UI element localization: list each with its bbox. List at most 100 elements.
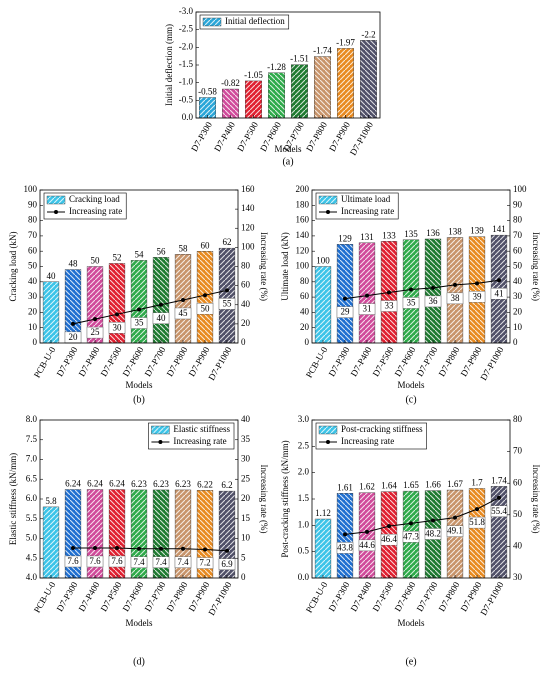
y-tick-label: 60 bbox=[300, 291, 310, 301]
y-tick-label: 6.0 bbox=[26, 493, 38, 503]
rate-label: 50 bbox=[201, 303, 211, 313]
y-tick-label: 60 bbox=[28, 245, 38, 255]
rate-label-box bbox=[108, 555, 126, 568]
rate-line bbox=[344, 497, 500, 535]
rate-label-box bbox=[402, 297, 420, 309]
legend-swatch bbox=[318, 425, 338, 435]
x-axis-title: Models bbox=[126, 380, 153, 390]
rate-point bbox=[115, 312, 119, 317]
y-tick-label: 40 bbox=[28, 276, 38, 286]
y2-tick-label: 80 bbox=[513, 414, 523, 424]
x-axis-title: Models bbox=[398, 380, 425, 390]
value-label: 58 bbox=[179, 243, 189, 253]
legend: Post-cracking stiffness Increasing rate bbox=[315, 422, 427, 450]
y-tick-label: 3.0 bbox=[298, 414, 310, 424]
rate-line bbox=[72, 289, 228, 325]
rate-point bbox=[453, 515, 457, 520]
x-tick-label: PCB-U-0 bbox=[304, 580, 330, 615]
value-label: -0.82 bbox=[221, 78, 240, 88]
rate-point bbox=[431, 518, 435, 523]
rate-label: 39 bbox=[473, 291, 483, 301]
value-label: 138 bbox=[448, 226, 462, 236]
y-tick-label: 50 bbox=[28, 261, 38, 271]
y-tick-label: 200 bbox=[296, 184, 310, 194]
bar bbox=[199, 97, 216, 119]
y2-tick-label: 90 bbox=[513, 199, 523, 209]
rate-label: 35 bbox=[407, 298, 417, 308]
rate-label: 7.4 bbox=[177, 557, 189, 567]
rate-label-box bbox=[380, 300, 398, 312]
value-label: 1.7 bbox=[471, 478, 483, 488]
y2-tick-label: 20 bbox=[513, 306, 523, 316]
value-label: 100 bbox=[316, 256, 330, 266]
y2-tick-label: 60 bbox=[513, 245, 523, 255]
rate-point bbox=[137, 546, 141, 551]
value-label: 52 bbox=[113, 253, 122, 263]
y2-tick-label: 60 bbox=[513, 477, 523, 487]
x-tick-label: PCB-U-0 bbox=[32, 345, 58, 380]
value-label: 6.23 bbox=[131, 479, 147, 489]
y2-tick-label: 100 bbox=[513, 184, 527, 194]
panel-label: (c) bbox=[405, 394, 416, 405]
y2-tick-label: 10 bbox=[241, 533, 251, 543]
rate-label-box bbox=[218, 298, 236, 310]
legend-dot bbox=[54, 210, 58, 214]
rate-label: 47.3 bbox=[403, 531, 419, 541]
y-tick-label: 6.5 bbox=[26, 473, 38, 483]
y-tick-label: -2.5 bbox=[179, 24, 194, 34]
y2-tick-label: 25 bbox=[241, 473, 251, 483]
y-tick-label: 40 bbox=[300, 306, 310, 316]
value-label: 6.23 bbox=[153, 479, 169, 489]
rate-label-box bbox=[468, 516, 486, 529]
legend: Initial deflection bbox=[199, 14, 290, 30]
rate-label: 55.4 bbox=[491, 506, 507, 516]
rate-line bbox=[73, 547, 228, 552]
bar bbox=[268, 72, 285, 119]
rate-label: 30 bbox=[113, 322, 123, 332]
value-label: -1.74 bbox=[313, 46, 332, 56]
rate-label-box bbox=[218, 558, 236, 570]
value-label: 135 bbox=[404, 229, 418, 239]
y-tick-label: 2.0 bbox=[298, 467, 310, 477]
legend-swatch bbox=[46, 195, 66, 205]
panel-label: (a) bbox=[282, 156, 293, 167]
rate-label-box bbox=[152, 556, 170, 568]
rate-label-box bbox=[152, 312, 170, 324]
legend-box bbox=[199, 14, 290, 30]
y2-tick-label: 0 bbox=[241, 337, 246, 347]
rate-label: 29 bbox=[341, 307, 351, 317]
rate-label: 36 bbox=[429, 296, 439, 306]
y-tick-label: 0 bbox=[33, 337, 38, 347]
y-tick-label: 4.5 bbox=[26, 552, 38, 562]
value-label: 50 bbox=[91, 256, 101, 266]
rate-label: 40 bbox=[157, 313, 167, 323]
y2-tick-label: 0 bbox=[513, 337, 518, 347]
panel-label: (b) bbox=[133, 394, 145, 405]
y2-tick-label: 20 bbox=[241, 318, 251, 328]
rate-label: 7.6 bbox=[67, 556, 79, 566]
bar bbox=[358, 492, 376, 579]
rate-label-box bbox=[336, 306, 354, 318]
y2-tick-label: 160 bbox=[241, 184, 255, 194]
y2-tick-label: 50 bbox=[513, 261, 523, 271]
rate-line bbox=[344, 279, 500, 300]
y2-tick-label: 20 bbox=[241, 493, 251, 503]
y-tick-label: 90 bbox=[28, 199, 38, 209]
value-label: 56 bbox=[157, 246, 167, 256]
bar bbox=[42, 506, 60, 579]
rate-label: 25 bbox=[91, 327, 101, 337]
rate-label-box bbox=[424, 295, 442, 308]
legend-label: Cracking load bbox=[69, 194, 120, 204]
rate-label: 41 bbox=[495, 288, 504, 298]
rate-label: 7.4 bbox=[133, 557, 145, 567]
bar bbox=[314, 266, 332, 344]
value-label: 1.62 bbox=[359, 482, 375, 492]
y-tick-label: 5.0 bbox=[26, 533, 38, 543]
y2-axis-title: Increasing rate (%) bbox=[259, 465, 269, 534]
y-axis-title: Ultimate load (kN) bbox=[280, 232, 290, 300]
value-label: 131 bbox=[360, 232, 374, 242]
y-tick-label: 20 bbox=[300, 322, 310, 332]
legend: Ultimate load Increasing rate bbox=[315, 192, 399, 220]
rate-label: 7.4 bbox=[155, 557, 167, 567]
